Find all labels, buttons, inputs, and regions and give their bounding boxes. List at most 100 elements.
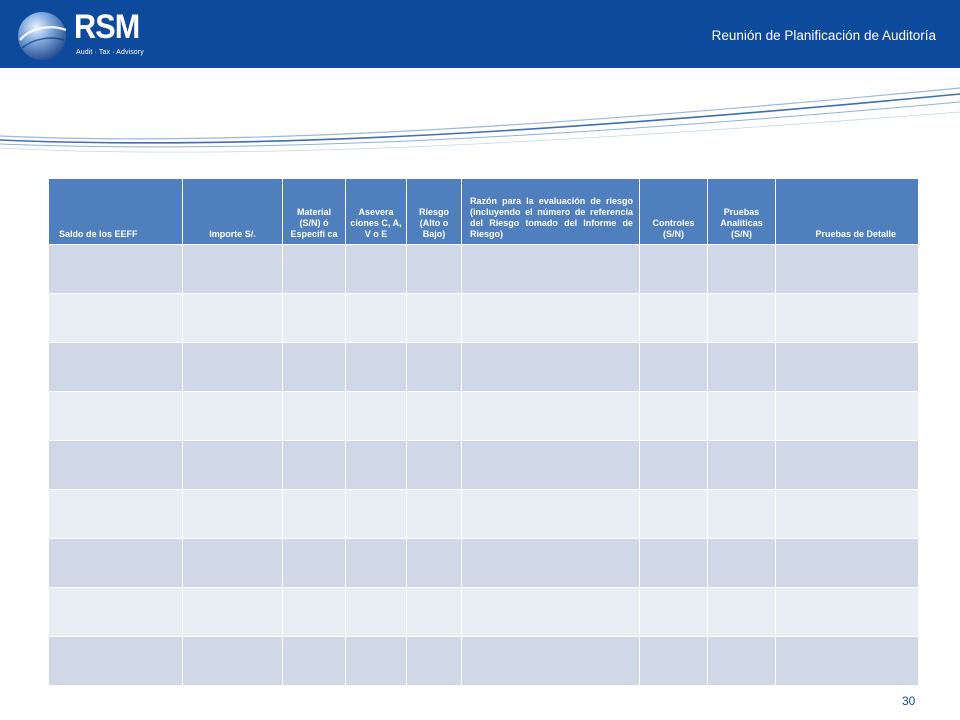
table-cell[interactable] (182, 489, 283, 539)
table-cell[interactable] (282, 293, 346, 343)
globe-icon (18, 12, 67, 60)
table-cell[interactable] (48, 538, 183, 588)
table-cell[interactable] (406, 293, 462, 343)
table-cell[interactable] (182, 293, 283, 343)
table-cell[interactable] (775, 489, 919, 539)
table-header-row: Saldo de los EEFF Importe S/. Material (… (48, 178, 919, 245)
table-cell[interactable] (48, 440, 183, 490)
page-title: Reunión de Planificación de Auditoría (711, 28, 936, 43)
table-cell[interactable] (182, 342, 283, 392)
table-cell[interactable] (639, 293, 708, 343)
table-cell[interactable] (461, 489, 640, 539)
table-cell[interactable] (406, 342, 462, 392)
table-cell[interactable] (282, 538, 346, 588)
table-cell[interactable] (775, 440, 919, 490)
table-cell[interactable] (461, 636, 640, 686)
table-cell[interactable] (406, 440, 462, 490)
table-cell[interactable] (182, 440, 283, 490)
table-cell[interactable] (775, 538, 919, 588)
table-cell[interactable] (282, 440, 346, 490)
table-cell[interactable] (707, 489, 776, 539)
table-cell[interactable] (707, 244, 776, 294)
column-header: Controles (S/N) (639, 178, 708, 245)
table-cell[interactable] (345, 538, 407, 588)
table-cell[interactable] (345, 244, 407, 294)
table-cell[interactable] (345, 391, 407, 441)
table-cell[interactable] (707, 440, 776, 490)
table-cell[interactable] (461, 342, 640, 392)
table-cell[interactable] (707, 587, 776, 637)
table-cell[interactable] (406, 636, 462, 686)
table-cell[interactable] (775, 342, 919, 392)
table-cell[interactable] (406, 587, 462, 637)
table-cell[interactable] (707, 538, 776, 588)
table-row (48, 244, 919, 294)
table-cell[interactable] (48, 342, 183, 392)
table-cell[interactable] (48, 489, 183, 539)
table-cell[interactable] (707, 342, 776, 392)
table-row (48, 293, 919, 343)
table-cell[interactable] (639, 391, 708, 441)
table-cell[interactable] (182, 636, 283, 686)
table-cell[interactable] (461, 440, 640, 490)
table-cell[interactable] (345, 342, 407, 392)
table-cell[interactable] (775, 244, 919, 294)
table-cell[interactable] (406, 244, 462, 294)
table-row (48, 636, 919, 686)
brand-tagline: Audit · Tax · Advisory (76, 49, 144, 56)
table-cell[interactable] (639, 244, 708, 294)
table-cell[interactable] (182, 538, 283, 588)
table-cell[interactable] (182, 391, 283, 441)
table-cell[interactable] (775, 293, 919, 343)
header-bar: RSM Audit · Tax · Advisory Reunión de Pl… (0, 0, 960, 68)
table-cell[interactable] (182, 587, 283, 637)
column-header: Pruebas de Detalle (775, 178, 919, 245)
table-cell[interactable] (345, 587, 407, 637)
table-cell[interactable] (461, 293, 640, 343)
table-row (48, 342, 919, 392)
table-cell[interactable] (345, 636, 407, 686)
table-cell[interactable] (461, 587, 640, 637)
table-cell[interactable] (639, 342, 708, 392)
table-cell[interactable] (282, 391, 346, 441)
table-cell[interactable] (639, 587, 708, 637)
table-cell[interactable] (345, 440, 407, 490)
table-cell[interactable] (282, 489, 346, 539)
table-cell[interactable] (345, 293, 407, 343)
table-cell[interactable] (182, 244, 283, 294)
table-cell[interactable] (707, 293, 776, 343)
table-cell[interactable] (48, 587, 183, 637)
table-cell[interactable] (48, 636, 183, 686)
column-header: Saldo de los EEFF (48, 178, 183, 245)
table-cell[interactable] (775, 391, 919, 441)
table-cell[interactable] (345, 489, 407, 539)
table-cell[interactable] (406, 538, 462, 588)
table-row (48, 538, 919, 588)
table-cell[interactable] (639, 440, 708, 490)
table-cell[interactable] (48, 244, 183, 294)
table-cell[interactable] (639, 489, 708, 539)
column-header: Importe S/. (182, 178, 283, 245)
table-cell[interactable] (406, 489, 462, 539)
table-cell[interactable] (282, 587, 346, 637)
table-cell[interactable] (639, 636, 708, 686)
table-cell[interactable] (707, 636, 776, 686)
column-header: Riesgo (Alto o Bajo) (406, 178, 462, 245)
table-cell[interactable] (461, 244, 640, 294)
decorative-swoosh (0, 87, 960, 153)
table-cell[interactable] (406, 391, 462, 441)
table-cell[interactable] (707, 391, 776, 441)
page-number: 30 (902, 694, 916, 708)
table-cell[interactable] (48, 391, 183, 441)
table-row (48, 440, 919, 490)
table-cell[interactable] (282, 342, 346, 392)
column-header: Razón para la evaluación de riesgo (incl… (461, 178, 640, 245)
table-cell[interactable] (461, 391, 640, 441)
table-cell[interactable] (48, 293, 183, 343)
table-cell[interactable] (282, 244, 346, 294)
table-cell[interactable] (461, 538, 640, 588)
table-cell[interactable] (775, 587, 919, 637)
table-cell[interactable] (639, 538, 708, 588)
table-cell[interactable] (282, 636, 346, 686)
table-cell[interactable] (775, 636, 919, 686)
